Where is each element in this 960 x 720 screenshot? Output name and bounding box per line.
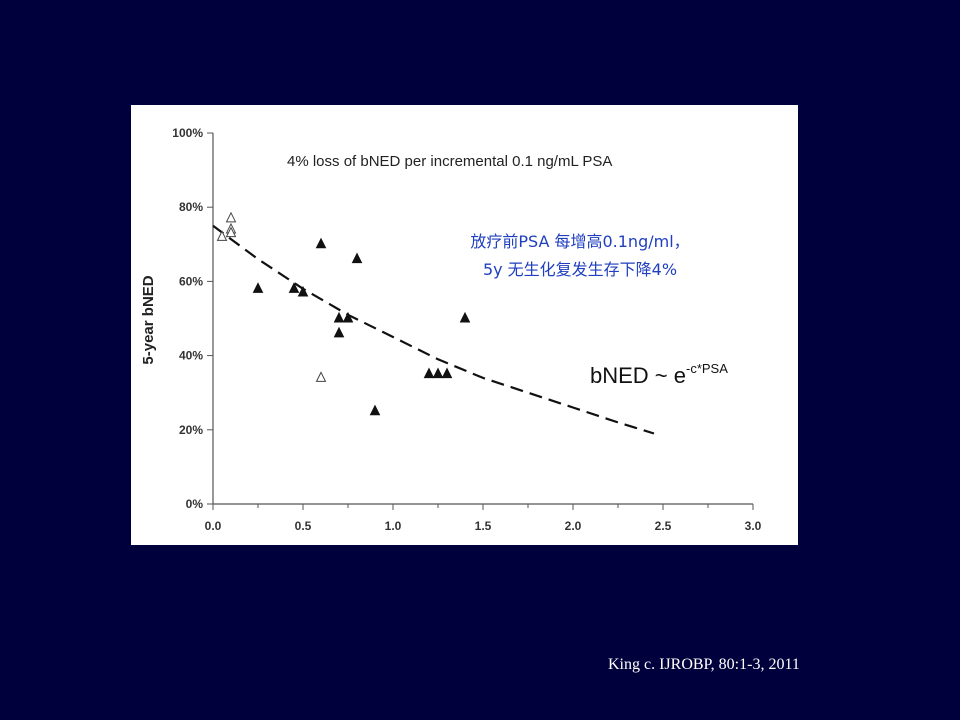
- formula-base: bNED ~ e: [590, 363, 686, 388]
- x-tick-label: 2.5: [655, 519, 672, 533]
- formula-exponent: -c*PSA: [686, 361, 728, 376]
- data-point-filled: [333, 326, 345, 338]
- fit-formula: bNED ~ e-c*PSA: [590, 361, 728, 388]
- y-axis-label: 5-year bNED: [140, 275, 157, 364]
- tick-marks: [207, 132, 754, 510]
- data-point-open: [225, 226, 237, 238]
- x-tick-label: 1.5: [475, 519, 492, 533]
- y-tick-label: 40%: [179, 349, 203, 363]
- data-point-filled: [459, 311, 471, 323]
- data-point-filled: [252, 282, 264, 293]
- x-tick-label: 3.0: [745, 519, 762, 533]
- data-point-filled: [369, 404, 381, 416]
- data-point-filled: [288, 282, 300, 293]
- chart-title: 4% loss of bNED per incremental 0.1 ng/m…: [287, 153, 612, 170]
- fit-curve: [212, 224, 655, 435]
- annotation-box: 放疗前PSA 每增高0.1ng/ml， 5y 无生化复发生存下降4%: [420, 228, 740, 284]
- x-tick-label: 1.0: [385, 519, 402, 533]
- annotation-line-2: 5y 无生化复发生存下降4%: [482, 260, 678, 279]
- y-tick-label: 100%: [172, 126, 203, 140]
- data-point-open: [225, 211, 237, 223]
- citation: King c. IJROBP, 80:1-3, 2011: [608, 656, 800, 673]
- data-point-filled: [315, 237, 327, 249]
- annotation-line-1: 放疗前PSA 每增高0.1ng/ml，: [470, 232, 690, 251]
- data-point-filled: [351, 252, 363, 264]
- data-point-filled: [342, 311, 354, 323]
- x-tick-label: 0.0: [205, 519, 222, 533]
- data-point-open: [216, 230, 228, 241]
- data-points: [216, 211, 471, 416]
- y-tick-label: 20%: [179, 423, 203, 437]
- x-tick-label: 2.0: [565, 519, 582, 533]
- chart-panel: 4% loss of bNED per incremental 0.1 ng/m…: [131, 105, 798, 545]
- data-point-filled: [423, 367, 435, 379]
- y-tick-label: 80%: [179, 200, 203, 214]
- data-point-filled: [441, 367, 453, 379]
- y-tick-label: 60%: [179, 274, 203, 288]
- data-point-filled: [432, 367, 444, 379]
- data-point-open: [315, 371, 327, 382]
- fit-curve-layer: [212, 224, 655, 435]
- y-tick-label: 0%: [186, 497, 204, 511]
- x-tick-label: 0.5: [295, 519, 312, 533]
- scatter-chart: 4% loss of bNED per incremental 0.1 ng/m…: [140, 126, 762, 533]
- data-point-filled: [297, 285, 309, 297]
- axes: [212, 133, 753, 505]
- data-point-filled: [333, 311, 345, 323]
